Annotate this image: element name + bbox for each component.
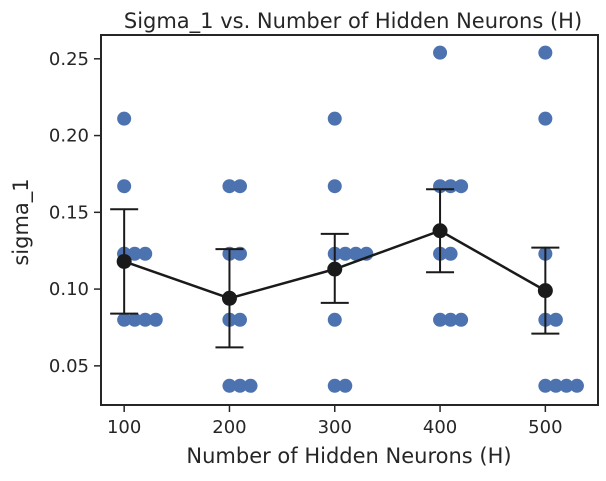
data-point [433,45,448,60]
data-point [454,312,469,327]
plot-frame [100,34,599,406]
x-tick-label: 200 [212,417,246,438]
data-point [348,246,363,261]
data-point [569,378,584,393]
data-point [327,111,342,126]
data-point [117,179,132,194]
mean-point [221,290,237,306]
y-tick-label: 0.10 [49,279,89,300]
data-point [443,312,458,327]
mean-point [327,261,343,277]
data-point [243,378,258,393]
mean-point [537,283,553,299]
data-point [538,111,553,126]
data-point [538,378,553,393]
data-point [538,45,553,60]
data-point [138,312,153,327]
plot-area [110,45,584,393]
y-axis: 0.05 0.10 0.15 0.20 0.25 [49,49,101,377]
data-point [222,179,237,194]
data-point [222,378,237,393]
data-point [117,312,132,327]
data-point [443,246,458,261]
data-point [338,246,353,261]
x-tick-label: 100 [107,417,141,438]
mean-point [432,223,448,239]
y-tick-label: 0.05 [49,356,89,377]
data-point [148,312,163,327]
x-tick-label: 500 [528,417,562,438]
mean-point [116,253,132,269]
data-point [127,312,142,327]
data-point [232,179,247,194]
x-axis-label: Number of Hidden Neurons (H) [186,444,511,468]
x-axis: 100 200 300 400 500 [107,405,563,438]
chart-title: Sigma_1 vs. Number of Hidden Neurons (H) [124,9,582,34]
data-point [433,312,448,327]
data-point [232,246,247,261]
data-point [548,378,563,393]
x-tick-label: 300 [318,417,352,438]
data-point [327,179,342,194]
data-point [117,111,132,126]
y-tick-label: 0.25 [49,49,89,70]
data-point [327,378,342,393]
data-point [548,312,563,327]
y-tick-label: 0.15 [49,202,89,223]
data-point [327,312,342,327]
data-point [127,246,142,261]
y-tick-label: 0.20 [49,126,89,147]
x-tick-label: 400 [423,417,457,438]
data-point [138,246,153,261]
data-point [232,378,247,393]
y-axis-label: sigma_1 [9,178,34,265]
data-point [338,378,353,393]
data-point [559,378,574,393]
data-point [454,179,469,194]
data-point [232,312,247,327]
